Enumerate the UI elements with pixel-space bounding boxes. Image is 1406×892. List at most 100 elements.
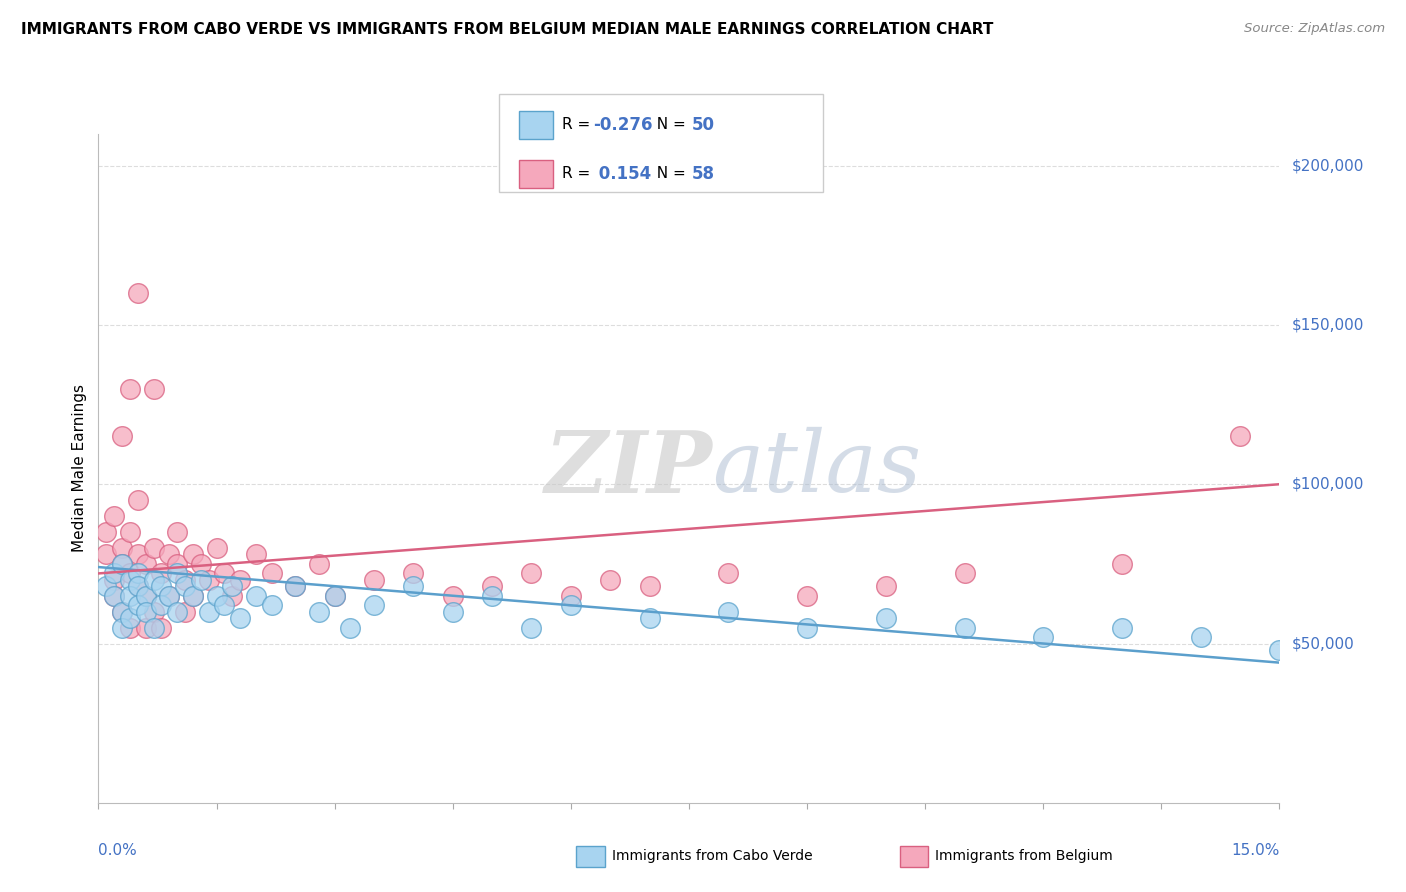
Text: IMMIGRANTS FROM CABO VERDE VS IMMIGRANTS FROM BELGIUM MEDIAN MALE EARNINGS CORRE: IMMIGRANTS FROM CABO VERDE VS IMMIGRANTS…	[21, 22, 994, 37]
Point	[166, 557, 188, 571]
Point	[181, 547, 204, 561]
Text: 0.0%: 0.0%	[98, 843, 138, 858]
Text: 15.0%: 15.0%	[1232, 843, 1279, 858]
Point	[118, 382, 141, 396]
Point	[953, 621, 976, 635]
Point	[166, 605, 188, 619]
Point	[111, 605, 134, 619]
Point	[118, 589, 141, 603]
Point	[142, 541, 165, 555]
Point	[135, 621, 157, 635]
Point	[181, 589, 204, 603]
Text: $200,000: $200,000	[1291, 158, 1364, 173]
Point	[174, 579, 197, 593]
Point	[323, 589, 346, 603]
Text: $50,000: $50,000	[1291, 636, 1354, 651]
Point	[363, 599, 385, 613]
Point	[284, 579, 307, 593]
Text: 50: 50	[692, 116, 714, 134]
Y-axis label: Median Male Earnings: Median Male Earnings	[72, 384, 87, 552]
Point	[103, 566, 125, 581]
Point	[323, 589, 346, 603]
Point	[221, 579, 243, 593]
Point	[118, 573, 141, 587]
Point	[103, 509, 125, 524]
Text: 58: 58	[692, 165, 714, 183]
Point	[245, 589, 267, 603]
Point	[111, 557, 134, 571]
Point	[166, 566, 188, 581]
Point	[111, 605, 134, 619]
Point	[181, 589, 204, 603]
Point	[135, 589, 157, 603]
Point	[560, 599, 582, 613]
Point	[142, 621, 165, 635]
Text: R =: R =	[562, 118, 596, 132]
Point	[127, 493, 149, 508]
Point	[142, 605, 165, 619]
Point	[111, 621, 134, 635]
Point	[166, 524, 188, 539]
Point	[103, 589, 125, 603]
Text: Immigrants from Belgium: Immigrants from Belgium	[935, 849, 1112, 863]
Point	[245, 547, 267, 561]
Point	[118, 524, 141, 539]
Point	[135, 605, 157, 619]
Point	[127, 547, 149, 561]
Point	[229, 573, 252, 587]
Point	[127, 599, 149, 613]
Point	[127, 579, 149, 593]
Text: N =: N =	[647, 118, 690, 132]
Point	[796, 589, 818, 603]
Point	[284, 579, 307, 593]
Point	[260, 599, 283, 613]
Point	[308, 605, 330, 619]
Point	[339, 621, 361, 635]
Point	[96, 579, 118, 593]
Point	[157, 589, 180, 603]
Point	[174, 573, 197, 587]
Point	[135, 557, 157, 571]
Point	[638, 611, 661, 625]
Point	[1229, 429, 1251, 443]
Point	[520, 621, 543, 635]
Point	[118, 566, 141, 581]
Point	[520, 566, 543, 581]
Point	[205, 541, 228, 555]
Point	[1189, 630, 1212, 644]
Point	[142, 573, 165, 587]
Point	[127, 579, 149, 593]
Point	[118, 611, 141, 625]
Point	[190, 557, 212, 571]
Point	[103, 589, 125, 603]
Point	[441, 589, 464, 603]
Point	[111, 541, 134, 555]
Point	[127, 566, 149, 581]
Point	[441, 605, 464, 619]
Point	[953, 566, 976, 581]
Point	[205, 589, 228, 603]
Point	[127, 286, 149, 301]
Point	[190, 573, 212, 587]
Text: R =: R =	[562, 167, 596, 181]
Text: Source: ZipAtlas.com: Source: ZipAtlas.com	[1244, 22, 1385, 36]
Text: Immigrants from Cabo Verde: Immigrants from Cabo Verde	[612, 849, 813, 863]
Point	[481, 589, 503, 603]
Text: $150,000: $150,000	[1291, 318, 1364, 333]
Point	[214, 599, 236, 613]
Point	[1268, 643, 1291, 657]
Point	[111, 429, 134, 443]
Point	[96, 524, 118, 539]
Point	[402, 566, 425, 581]
Point	[717, 566, 740, 581]
Point	[197, 573, 219, 587]
Text: atlas: atlas	[713, 427, 922, 509]
Point	[111, 557, 134, 571]
Point	[157, 547, 180, 561]
Text: ZIP: ZIP	[544, 426, 713, 510]
Point	[638, 579, 661, 593]
Point	[118, 621, 141, 635]
Point	[1111, 557, 1133, 571]
Text: $100,000: $100,000	[1291, 476, 1364, 491]
Point	[229, 611, 252, 625]
